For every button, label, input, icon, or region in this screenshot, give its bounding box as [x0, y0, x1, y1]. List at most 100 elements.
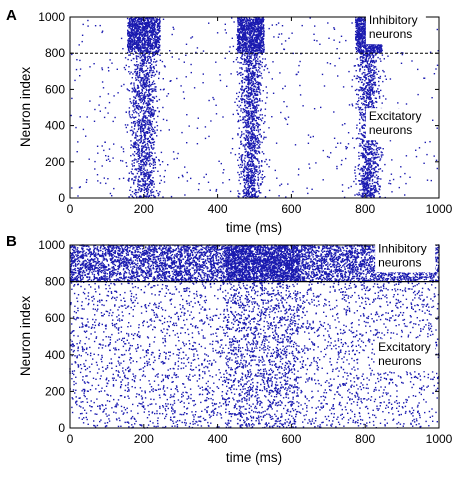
spike-point — [365, 104, 367, 106]
spike-point — [244, 31, 246, 34]
spike-point — [162, 106, 164, 109]
spike-point — [272, 61, 274, 63]
spike-point — [254, 157, 256, 159]
spike-point — [132, 89, 134, 91]
spike-point — [151, 81, 154, 84]
spike-point — [153, 51, 156, 53]
spike-point — [378, 188, 380, 190]
spike-point — [259, 40, 261, 42]
spike-point — [253, 42, 255, 44]
spike-point — [160, 129, 162, 132]
spike-point — [150, 194, 153, 197]
spike-point — [141, 77, 143, 79]
spike-point — [242, 63, 244, 65]
spike-point — [143, 39, 146, 42]
spike-point — [145, 160, 147, 163]
spike-point — [362, 114, 364, 116]
spike-point — [142, 38, 145, 41]
spike-point — [365, 93, 368, 95]
spike-point — [375, 166, 377, 168]
spike-point — [368, 179, 370, 182]
spike-point — [368, 158, 370, 160]
spike-point — [137, 160, 139, 162]
spike-point — [244, 78, 247, 80]
spike-point — [363, 113, 365, 115]
spike-point — [244, 154, 246, 157]
spike-point — [364, 158, 367, 160]
spike-point — [125, 111, 127, 113]
spike-point — [142, 36, 145, 38]
spike-point — [140, 129, 142, 131]
spike-point — [255, 37, 258, 40]
spike-point — [241, 73, 244, 76]
spike-point — [365, 145, 367, 147]
spike-point — [147, 49, 149, 51]
spike-point — [247, 172, 249, 174]
spike-point — [375, 59, 377, 62]
spike-point — [146, 82, 148, 84]
spike-point — [254, 145, 256, 147]
spike-point — [245, 131, 248, 133]
spike-point — [257, 179, 259, 181]
spike-point — [249, 43, 251, 45]
spike-point — [140, 48, 142, 51]
spike-point — [377, 77, 380, 79]
spike-point — [245, 38, 247, 41]
spike-point — [366, 175, 369, 177]
spike-point — [137, 76, 139, 78]
spike-point — [130, 186, 132, 189]
spike-point — [252, 95, 255, 97]
spike-point — [248, 23, 250, 25]
spike-point — [382, 80, 384, 83]
spike-point — [140, 108, 143, 110]
spike-point — [135, 191, 138, 194]
spike-point — [364, 179, 366, 181]
spike-point — [255, 108, 257, 111]
spike-point — [375, 181, 377, 184]
spike-point — [260, 192, 262, 194]
spike-point — [139, 81, 141, 83]
spike-point — [141, 32, 143, 34]
spike-point — [140, 40, 142, 42]
spike-point — [132, 173, 134, 175]
spike-point — [364, 76, 367, 79]
spike-point — [138, 127, 140, 129]
spike-point — [138, 115, 140, 117]
spike-point — [252, 189, 254, 191]
spike-point — [140, 190, 143, 192]
spike-point — [244, 165, 246, 167]
spike-point — [259, 61, 262, 63]
spike-point — [241, 133, 243, 135]
spike-point — [152, 138, 155, 141]
spike-point — [379, 146, 381, 149]
spike-point — [134, 34, 137, 36]
spike-point — [146, 104, 148, 106]
spike-point — [139, 62, 142, 64]
spike-point — [250, 90, 253, 92]
spike-point — [235, 58, 238, 61]
spike-point — [146, 26, 149, 29]
spike-point — [152, 31, 154, 33]
spike-point — [250, 160, 253, 163]
spike-point — [368, 86, 370, 88]
spike-point — [146, 132, 148, 134]
spike-point — [259, 143, 261, 146]
spike-point — [244, 105, 246, 107]
spike-point — [254, 50, 256, 52]
spike-point — [250, 110, 252, 112]
spike-point — [142, 22, 144, 25]
spike-point — [145, 123, 147, 125]
spike-point — [148, 75, 150, 77]
spike-point — [250, 38, 252, 41]
spike-point — [253, 43, 256, 45]
spike-point — [369, 88, 371, 90]
spike-point — [139, 190, 142, 193]
spike-point — [243, 81, 246, 84]
spike-point — [145, 148, 148, 151]
spike-point — [250, 157, 253, 160]
spike-point — [258, 187, 260, 189]
spike-point — [245, 50, 247, 53]
spike-point — [131, 91, 133, 93]
spike-point — [142, 62, 144, 64]
spike-point — [146, 95, 148, 97]
